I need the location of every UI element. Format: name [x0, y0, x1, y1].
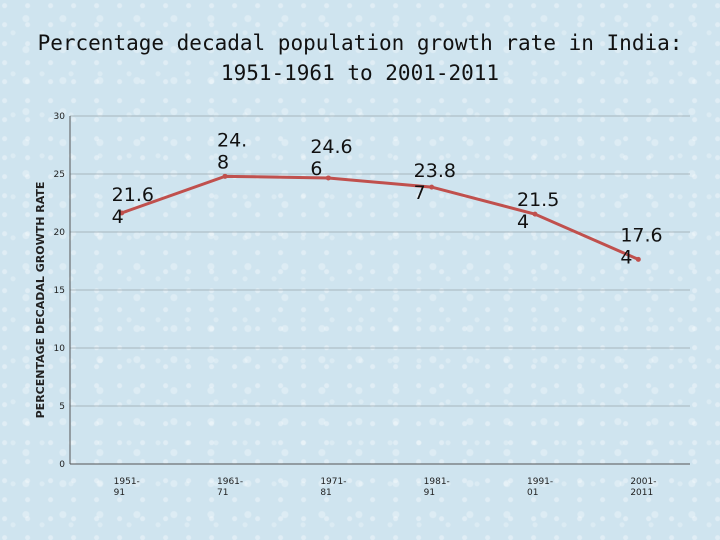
- y-tick-label: 30: [54, 112, 66, 122]
- y-tick-label: 20: [54, 228, 66, 238]
- x-tick-label: 1991-01: [527, 477, 553, 498]
- series-line: [121, 174, 639, 261]
- y-axis-label: PERCENTAGE DECADAL GROWTH RATE: [34, 182, 47, 419]
- y-tick-label: 5: [59, 402, 65, 412]
- y-tick-label: 0: [59, 460, 65, 470]
- data-point: [325, 175, 331, 181]
- x-tick-label: 2001-2011: [630, 477, 656, 498]
- chart-title-line-1: Percentage decadal population growth rat…: [37, 31, 683, 55]
- data-point: [119, 210, 125, 216]
- y-tick-label: 10: [54, 344, 66, 354]
- data-label: 21.6 4: [112, 184, 154, 228]
- data-point: [635, 256, 641, 262]
- y-tick-label: 15: [54, 286, 65, 296]
- data-label: 23.8 7: [414, 160, 456, 204]
- data-label: 21.5 4: [517, 189, 559, 233]
- chart-title-line-2: 1951-1961 to 2001-2011: [220, 61, 500, 85]
- x-tick-label: 1971-81: [320, 477, 346, 498]
- data-point: [532, 211, 538, 217]
- y-tick-label: 25: [54, 170, 65, 180]
- data-label: 24. 8: [217, 129, 247, 173]
- data-label: 24.6 6: [310, 136, 352, 180]
- x-tick-label: 1961-71: [217, 477, 243, 498]
- data-point: [429, 184, 435, 190]
- x-tick-label: 1951-91: [114, 477, 140, 498]
- data-label: 17.6 4: [620, 224, 662, 268]
- data-point: [222, 173, 228, 179]
- x-tick-label: 1981-91: [424, 477, 450, 498]
- chart-title: Percentage decadal population growth rat…: [0, 28, 720, 88]
